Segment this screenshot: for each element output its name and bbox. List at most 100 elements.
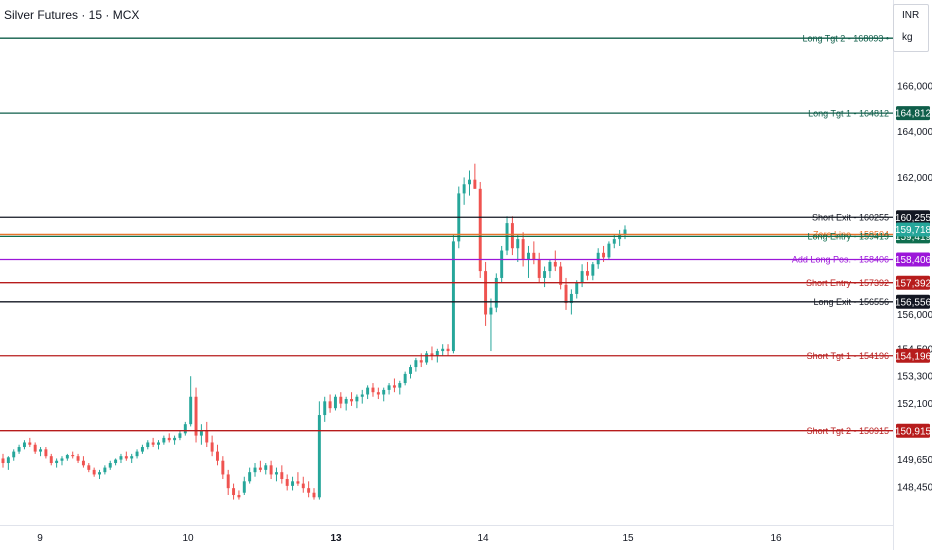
candle-body <box>280 472 284 480</box>
candle-body <box>17 447 21 452</box>
candle-body <box>317 415 321 498</box>
y-tick-label: 156,000 <box>897 310 932 321</box>
candle-body <box>146 442 150 448</box>
price-badge <box>896 106 930 121</box>
candle-body <box>339 396 343 404</box>
candle-body <box>355 396 359 402</box>
candle-body <box>39 449 43 452</box>
level-label: Short Tgt 2 - 150915 <box>807 426 889 436</box>
candle-body <box>328 401 332 409</box>
candle-body <box>473 179 477 189</box>
candle-body <box>258 467 262 470</box>
candle-body <box>387 385 391 390</box>
candle-body <box>183 424 187 434</box>
candle-body <box>291 481 295 486</box>
candle-body <box>49 456 53 464</box>
candle-body <box>232 488 236 496</box>
candle-body <box>60 458 64 461</box>
candle-body <box>312 492 316 498</box>
level-label: Long Entry - 159419 <box>807 232 889 242</box>
candle-body <box>124 456 128 459</box>
price-badge-text: 158,406 <box>895 255 932 266</box>
y-tick-label: 166,000 <box>897 82 932 93</box>
candle-body <box>580 271 584 283</box>
x-tick-label: 14 <box>477 533 489 544</box>
candle-body <box>151 442 155 445</box>
x-tick-label: 16 <box>770 533 782 544</box>
candle-body <box>167 437 171 441</box>
candle-body <box>221 460 225 475</box>
candle-body <box>602 252 606 258</box>
candle-body <box>248 472 252 482</box>
candle-body <box>71 455 75 457</box>
candle-body <box>76 456 80 461</box>
price-badge <box>896 275 930 290</box>
candle-body <box>543 271 547 278</box>
candle-body <box>157 442 160 445</box>
candle-body <box>564 284 568 304</box>
candle-body <box>382 389 386 395</box>
price-badge-text: 157,392 <box>895 278 932 289</box>
level-label: Short Entry - 157392 <box>806 278 889 288</box>
chart-title: Silver Futures · 15 · MCX <box>4 8 140 22</box>
level-label: Long Exit - 156556 <box>813 297 889 307</box>
candle-body <box>484 271 488 315</box>
candle-body <box>494 277 498 308</box>
candle-body <box>253 467 257 473</box>
candle-body <box>409 367 412 374</box>
candle-body <box>55 460 59 464</box>
unit-selector[interactable]: INR kg <box>893 4 929 52</box>
level-label: Long Tgt 2 - 168093 • <box>802 33 889 43</box>
x-tick-label: 10 <box>182 533 194 544</box>
candle-body <box>623 229 627 235</box>
price-badge <box>896 348 930 363</box>
candle-body <box>301 483 305 489</box>
price-badge-text: 160,255 <box>895 213 932 224</box>
candle-body <box>199 431 203 436</box>
candle-body <box>65 455 69 459</box>
price-badge-text: 156,556 <box>895 297 932 308</box>
candle-body <box>103 467 107 473</box>
candle-body <box>414 360 418 368</box>
candle-body <box>435 351 439 356</box>
price-badge-text: 150,915 <box>895 426 932 437</box>
candle-body <box>81 460 85 466</box>
y-tick-label: 148,450 <box>897 483 932 494</box>
y-tick-label: 162,000 <box>897 173 932 184</box>
candle-body <box>1 458 5 464</box>
candle-body <box>114 459 118 464</box>
candle-body <box>366 387 370 395</box>
last-price-badge <box>896 222 930 237</box>
candle-body <box>607 243 611 258</box>
y-tick-label: 149,650 <box>897 455 932 466</box>
unit-label: kg <box>902 32 913 43</box>
candle-body <box>226 474 230 489</box>
x-tick-label: 13 <box>330 533 342 544</box>
candle-body <box>12 451 16 458</box>
candle-body <box>22 442 26 448</box>
candle-body <box>108 463 112 468</box>
candle-body <box>548 261 552 272</box>
candle-body <box>216 451 219 461</box>
candle-body <box>140 447 144 452</box>
candle-body <box>285 479 289 486</box>
candle-body <box>242 481 246 493</box>
candle-body <box>398 383 402 388</box>
candle-body <box>44 449 48 457</box>
candle-body <box>521 239 525 260</box>
candle-body <box>274 472 278 475</box>
candle-body <box>451 241 455 352</box>
candle-body <box>553 261 557 267</box>
candle-body <box>569 293 573 304</box>
level-label: Short Tgt 1 - 154196 <box>807 351 889 361</box>
candle-body <box>441 348 445 352</box>
candle-body <box>98 472 101 475</box>
candle-body <box>371 387 375 393</box>
candle-body <box>344 399 348 404</box>
candle-body <box>33 444 37 452</box>
candle-body <box>527 252 530 260</box>
candle-body <box>500 250 504 278</box>
candle-body <box>591 264 595 276</box>
candle-body <box>489 307 493 315</box>
